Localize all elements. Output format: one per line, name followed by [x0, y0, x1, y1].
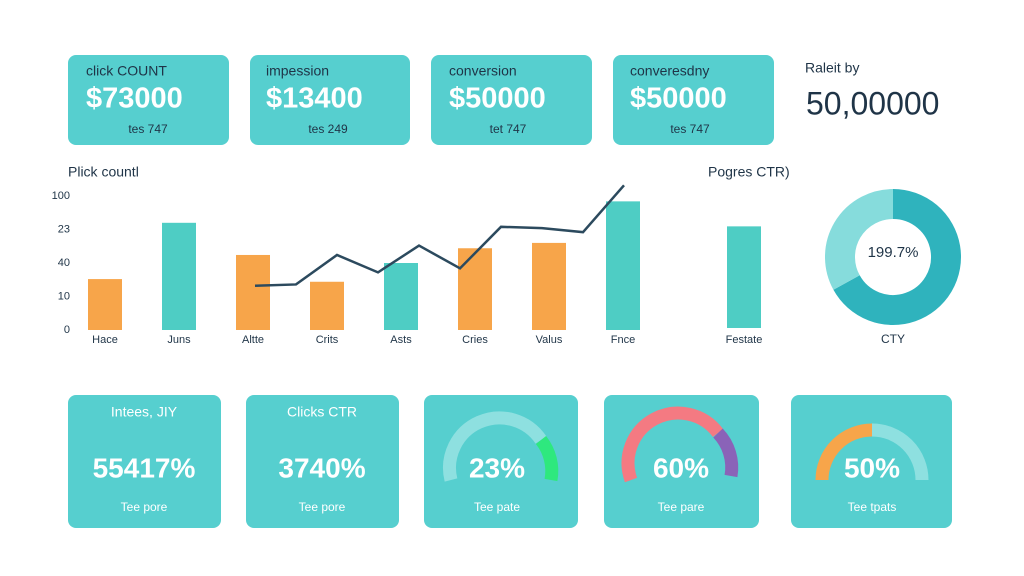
- kpi-label: impession: [266, 63, 329, 79]
- bar: [532, 242, 566, 330]
- stat-card: Intees, JIY 55417% Tee pore: [68, 395, 221, 528]
- y-tick-label: 0: [64, 324, 70, 336]
- chart-title: Pogres CTR): [708, 164, 790, 180]
- bar: [384, 263, 418, 330]
- x-tick-label: Altte: [242, 334, 264, 346]
- card-bg: [68, 395, 221, 528]
- gauge-card: 23% Tee pate: [424, 395, 578, 528]
- card-sub: Tee pore: [121, 500, 168, 514]
- bar: [310, 281, 344, 330]
- y-tick-label: 100: [52, 190, 70, 202]
- x-tick-label: Cries: [462, 334, 488, 346]
- card-value: 50%: [844, 452, 900, 483]
- x-tick-label: Juns: [167, 334, 191, 346]
- kpi-card: converesdny $50000 tes 747: [613, 55, 774, 145]
- donut-segment: [825, 189, 894, 290]
- x-tick-label: Hace: [92, 334, 118, 346]
- stat-card: Clicks CTR 3740% Tee pore: [246, 395, 399, 528]
- kpi-card: impession $13400 tes 249: [250, 55, 410, 145]
- donut-segment: [833, 189, 961, 325]
- card-bg: [68, 55, 229, 145]
- gauge-fill: [713, 428, 739, 478]
- x-tick-label: Festate: [726, 334, 763, 346]
- card-bg: [791, 395, 952, 528]
- gauge-fill: [815, 423, 873, 481]
- y-tick-label: 40: [58, 257, 70, 269]
- x-tick-label: Fnce: [611, 334, 635, 346]
- y-tick-label: 23: [58, 223, 70, 235]
- bar: [236, 254, 270, 330]
- gauge-card: 60% Tee pare: [604, 395, 759, 528]
- bar: [162, 222, 196, 330]
- kpi-sub: tes 249: [308, 122, 348, 136]
- card-sub: Tee pare: [658, 500, 705, 514]
- bar-chart: 0 10 40 23 100 Hace Juns Altte Crits Asts Cries Val…: [52, 184, 640, 346]
- side-stat-label: Raleit by: [805, 60, 859, 76]
- kpi-sub: tes 747: [670, 122, 710, 136]
- x-tick-label: Crits: [316, 334, 339, 346]
- kpi-value: $50000: [449, 83, 546, 115]
- donut-label: 199.7%: [868, 244, 919, 261]
- kpi-value: $50000: [630, 83, 727, 115]
- kpi-label: conversion: [449, 63, 517, 79]
- x-tick-label: Valus: [536, 334, 563, 346]
- card-value: 3740%: [278, 452, 365, 483]
- bar: [606, 201, 640, 330]
- gauge-track: [443, 411, 547, 482]
- x-tick-label: Asts: [390, 334, 412, 346]
- card-bg: [246, 395, 399, 528]
- kpi-card: conversion $50000 tet 747: [431, 55, 592, 145]
- donut-caption: CTY: [881, 332, 905, 346]
- card-value: 23%: [469, 452, 525, 483]
- trend-line: [254, 184, 625, 288]
- card-value: 55417%: [93, 452, 196, 483]
- gauge-card: 50% Tee tpats: [791, 395, 952, 528]
- card-sub: Tee pate: [474, 500, 520, 514]
- bar: [88, 279, 122, 330]
- bar: [727, 226, 761, 328]
- kpi-label: click COUNT: [86, 63, 167, 79]
- gauge-fill: [621, 406, 724, 483]
- card-label: Clicks CTR: [287, 404, 357, 420]
- card-sub: Tee tpats: [848, 500, 897, 514]
- y-tick-label: 10: [58, 290, 70, 302]
- kpi-value: $73000: [86, 83, 183, 115]
- kpi-value: $13400: [266, 83, 363, 115]
- card-bg: [431, 55, 592, 145]
- ctr-chart: 199.7% CTY Festate: [726, 189, 961, 346]
- card-bg: [613, 55, 774, 145]
- card-value: 60%: [653, 452, 709, 483]
- card-bg: [250, 55, 410, 145]
- bar: [458, 248, 492, 330]
- gauge-fill: [535, 435, 559, 482]
- card-sub: Tee pore: [299, 500, 346, 514]
- card-label: Intees, JIY: [111, 404, 178, 420]
- kpi-sub: tes 747: [128, 122, 168, 136]
- side-stat-value: 50,00000: [806, 85, 939, 121]
- kpi-label: converesdny: [630, 63, 709, 79]
- kpi-card: click COUNT $73000 tes 747: [68, 55, 229, 145]
- gauge-track: [871, 423, 929, 481]
- chart-title: Plick countl: [68, 164, 139, 180]
- kpi-sub: tet 747: [490, 122, 527, 136]
